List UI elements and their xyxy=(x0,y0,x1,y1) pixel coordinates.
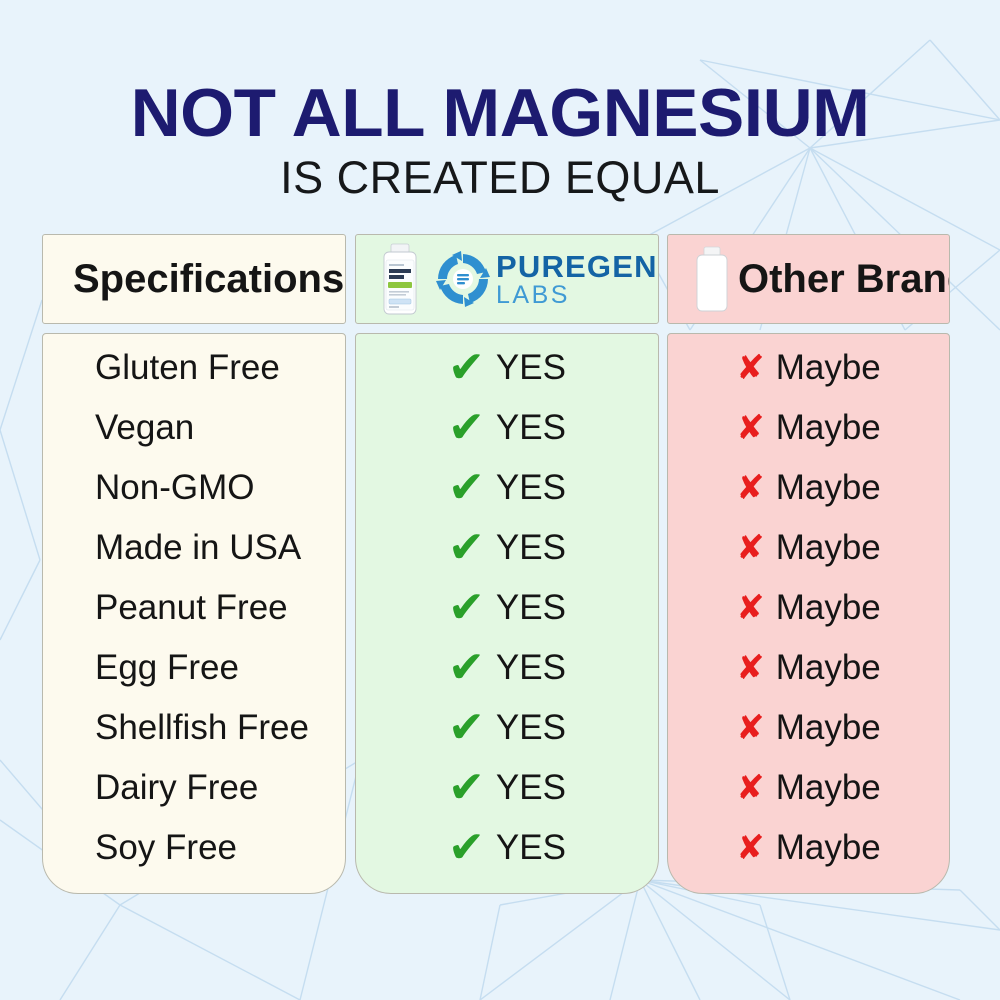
comparison-table: Specifications Gluten Free Vegan Non-GMO… xyxy=(42,234,950,894)
table-row: Gluten Free xyxy=(43,338,345,398)
value-label: Maybe xyxy=(775,528,881,567)
table-row: ✘ Maybe xyxy=(668,638,949,698)
spec-label: Shellfish Free xyxy=(95,708,309,747)
check-icon: ✔ xyxy=(448,582,485,633)
cross-icon: ✘ xyxy=(736,348,765,388)
cross-icon: ✘ xyxy=(736,528,765,568)
spec-label: Vegan xyxy=(95,408,195,447)
cross-icon: ✘ xyxy=(736,828,765,868)
logo-wordmark: PUREGEN xyxy=(496,248,658,284)
check-icon: ✔ xyxy=(448,762,485,813)
value-label: Maybe xyxy=(775,828,881,867)
cross-icon: ✘ xyxy=(736,408,765,448)
value-label: Maybe xyxy=(775,648,881,687)
column-body-specifications: Gluten Free Vegan Non-GMO Made in USA Pe… xyxy=(42,333,346,894)
table-row: ✔ YES xyxy=(356,518,658,578)
cross-icon: ✘ xyxy=(736,768,765,808)
spec-label: Egg Free xyxy=(95,648,239,687)
logo-subtext: LABS xyxy=(496,280,570,309)
check-icon: ✔ xyxy=(448,522,485,573)
value-label: YES xyxy=(495,828,566,867)
table-row: Non-GMO xyxy=(43,458,345,518)
column-header-label: Other Brands xyxy=(738,256,949,301)
check-icon: ✔ xyxy=(448,642,485,693)
value-label: YES xyxy=(495,588,566,627)
value-label: YES xyxy=(495,648,566,687)
spec-label: Soy Free xyxy=(95,828,237,867)
value-label: YES xyxy=(495,768,566,807)
table-row: Dairy Free xyxy=(43,758,345,818)
check-icon: ✔ xyxy=(448,402,485,453)
cross-icon: ✘ xyxy=(736,468,765,508)
value-label: Maybe xyxy=(775,588,881,627)
table-row: ✔ YES xyxy=(356,398,658,458)
puregen-circular-arrows-icon xyxy=(436,251,490,307)
value-label: Maybe xyxy=(775,348,881,387)
check-icon: ✔ xyxy=(448,462,485,513)
puregen-labs-logo: PUREGEN LABS xyxy=(434,250,658,308)
value-label: Maybe xyxy=(775,768,881,807)
table-row: Egg Free xyxy=(43,638,345,698)
table-row: ✔ YES xyxy=(356,338,658,398)
page-subtitle: IS CREATED EQUAL xyxy=(280,152,720,203)
column-header-label: Specifications xyxy=(73,256,345,301)
column-body-puregen-labs: ✔ YES ✔ YES ✔ YES ✔ YES ✔ YES ✔ YES ✔ YES ✔ YES … xyxy=(355,333,659,894)
table-row: Vegan xyxy=(43,398,345,458)
column-header-puregen-labs: PUREGEN LABS xyxy=(355,234,659,324)
cross-icon: ✘ xyxy=(736,648,765,688)
generic-bottle-icon xyxy=(696,246,728,312)
table-row: ✔ YES xyxy=(356,638,658,698)
table-row: ✘ Maybe xyxy=(668,338,949,398)
cross-icon: ✘ xyxy=(736,588,765,628)
value-label: Maybe xyxy=(775,708,881,747)
check-icon: ✔ xyxy=(448,702,485,753)
table-row: ✘ Maybe xyxy=(668,758,949,818)
spec-label: Peanut Free xyxy=(95,588,288,627)
check-icon: ✔ xyxy=(448,342,485,393)
column-body-other-brands: ✘ Maybe ✘ Maybe ✘ Maybe ✘ Maybe ✘ Maybe ✘ Mayb… xyxy=(667,333,950,894)
spec-label: Dairy Free xyxy=(95,768,259,807)
table-row: ✘ Maybe xyxy=(668,458,949,518)
value-label: YES xyxy=(495,348,566,387)
spec-label: Gluten Free xyxy=(95,348,280,387)
value-label: Maybe xyxy=(775,468,881,507)
value-label: YES xyxy=(495,468,566,507)
value-label: YES xyxy=(495,528,566,567)
table-row: ✘ Maybe xyxy=(668,518,949,578)
product-bottle-icon xyxy=(383,243,417,315)
table-row: ✔ YES xyxy=(356,458,658,518)
page-heading: NOT ALL MAGNESIUM IS CREATED EQUAL xyxy=(0,78,1000,204)
table-row: ✔ YES xyxy=(356,758,658,818)
table-row: Made in USA xyxy=(43,518,345,578)
page-title: NOT ALL MAGNESIUM xyxy=(130,75,870,151)
value-label: YES xyxy=(495,708,566,747)
table-row: ✘ Maybe xyxy=(668,398,949,458)
value-label: YES xyxy=(495,408,566,447)
table-row: Peanut Free xyxy=(43,578,345,638)
table-row: Soy Free xyxy=(43,818,345,878)
table-row: ✔ YES xyxy=(356,818,658,878)
table-row: Shellfish Free xyxy=(43,698,345,758)
value-label: Maybe xyxy=(775,408,881,447)
spec-label: Made in USA xyxy=(95,528,302,567)
table-row: ✘ Maybe xyxy=(668,578,949,638)
check-icon: ✔ xyxy=(448,822,485,873)
cross-icon: ✘ xyxy=(736,708,765,748)
table-row: ✔ YES xyxy=(356,578,658,638)
table-row: ✘ Maybe xyxy=(668,698,949,758)
column-header-specifications: Specifications xyxy=(42,234,346,324)
column-header-other-brands: Other Brands xyxy=(667,234,950,324)
spec-label: Non-GMO xyxy=(95,468,255,507)
table-row: ✔ YES xyxy=(356,698,658,758)
table-row: ✘ Maybe xyxy=(668,818,949,878)
